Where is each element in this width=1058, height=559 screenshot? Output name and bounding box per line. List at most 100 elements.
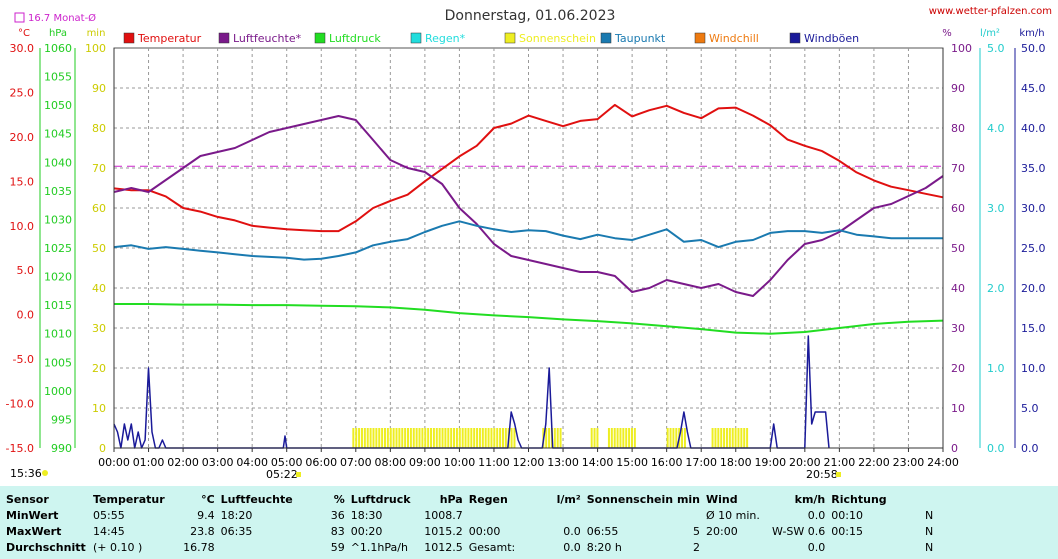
- x-tick-label: 21:00: [824, 456, 856, 469]
- sunshine-bar: [386, 428, 389, 448]
- sunshine-bar: [415, 428, 418, 448]
- sunset-label: 20:58: [806, 468, 838, 481]
- temp-tick-label: -10.0: [6, 398, 34, 411]
- x-tick-label: 10:00: [444, 456, 476, 469]
- percent-tick-label: 70: [951, 162, 965, 175]
- sunshine-bar: [493, 428, 496, 448]
- temp-tick-label: -15.0: [6, 442, 34, 455]
- sunshine-bar: [464, 428, 467, 448]
- x-tick-label: 20:00: [789, 456, 821, 469]
- sunshine-bar: [389, 428, 392, 448]
- stats-header-row: Sensor Temperatur °C Luftfeuchte % Luftd…: [6, 491, 933, 507]
- rain-tick-label: 4.0: [987, 122, 1005, 135]
- chart-grid: [113, 47, 944, 449]
- stats-hum-value: 36: [330, 508, 345, 522]
- stats-press-value: 1015.2: [424, 524, 463, 538]
- stats-header-hum-unit: %: [333, 492, 345, 506]
- sunshine-bar: [734, 428, 737, 448]
- sunshine-bar: [746, 428, 749, 448]
- stats-dir-time: [825, 539, 905, 555]
- stats-header-press-unit: hPa: [439, 492, 463, 506]
- sunshine-bar: [666, 428, 669, 448]
- sunshine-bar: [496, 428, 499, 448]
- pressure-tick-label: 1010: [44, 328, 72, 341]
- sunshine-bar: [548, 428, 551, 448]
- sunshine-bar: [672, 428, 675, 448]
- sunshine-bar: [669, 428, 672, 448]
- sunshine-bar: [453, 428, 456, 448]
- pressure-tick-label: 1030: [44, 213, 72, 226]
- sunshine-bar: [401, 428, 404, 448]
- stats-row-label: Durchschnitt: [6, 540, 86, 554]
- minutes-tick-label: 50: [92, 242, 106, 255]
- legend-label: Luftdruck: [329, 32, 381, 45]
- percent-tick-label: 20: [951, 362, 965, 375]
- pressure-tick-label: 1025: [44, 242, 72, 255]
- x-tick-label: 13:00: [547, 456, 579, 469]
- stats-hum-time: 06:35: [220, 524, 253, 538]
- sunshine-bar: [427, 428, 430, 448]
- sunshine-bar: [409, 428, 412, 448]
- legend-label: Regen*: [425, 32, 466, 45]
- stats-sun-value: [651, 507, 700, 523]
- sunshine-bar: [363, 428, 366, 448]
- stats-rain-value: [531, 507, 581, 523]
- monthly-avg-label: 16.7 Monat-Ø: [28, 12, 96, 24]
- stats-press-time: ^1.1hPa/h: [350, 540, 408, 554]
- stats-header-wind: Wind: [706, 492, 738, 506]
- x-tick-label: 01:00: [133, 456, 165, 469]
- sunshine-bar: [366, 428, 369, 448]
- legend-label: Taupunkt: [614, 32, 666, 45]
- percent-tick-label: 60: [951, 202, 965, 215]
- stats-rain-time: Gesamt:: [468, 540, 516, 554]
- minutes-tick-label: 0: [99, 442, 106, 455]
- sun-icon: [42, 470, 48, 476]
- pressure-tick-label: 1045: [44, 128, 72, 141]
- sunshine-bar: [628, 428, 631, 448]
- series-line-luftdruck: [114, 303, 944, 335]
- stats-row-label: MaxWert: [6, 524, 62, 538]
- x-tick-label: 07:00: [340, 456, 372, 469]
- wind-tick-label: 0.0: [1021, 442, 1039, 455]
- legend-label: Luftfeuchte*: [233, 32, 302, 45]
- pressure-tick-label: 1015: [44, 299, 72, 312]
- site-link[interactable]: www.wetter-pfalzen.com: [929, 6, 1052, 17]
- sunshine-bar: [714, 428, 717, 448]
- stats-header-wind-unit: km/h: [794, 492, 826, 506]
- sunshine-bar: [610, 428, 613, 448]
- rain-tick-label: 3.0: [987, 202, 1005, 215]
- sunshine-bar: [717, 428, 720, 448]
- wind-tick-label: 20.0: [1021, 282, 1046, 295]
- rain-tick-label: 5.0: [987, 42, 1005, 55]
- sunshine-bar: [395, 428, 398, 448]
- x-tick-label: 02:00: [167, 456, 199, 469]
- sunshine-bar: [501, 428, 504, 448]
- stats-press-time: 00:20: [350, 524, 383, 538]
- x-tick-label: 04:00: [236, 456, 268, 469]
- legend-swatch: [410, 32, 422, 44]
- percent-tick-label: 10: [951, 402, 965, 415]
- x-tick-label: 23:00: [893, 456, 925, 469]
- legend-swatch: [314, 32, 326, 44]
- minutes-tick-label: 90: [92, 82, 106, 95]
- stats-wind-value: W-SW 0.6: [772, 524, 826, 538]
- sunshine-bar: [421, 428, 424, 448]
- temp-tick-label: 15.0: [10, 175, 35, 188]
- now-time-label: 15:36: [10, 467, 42, 480]
- sunrise-icon: [296, 472, 301, 477]
- series-line-taupunkt: [113, 220, 943, 261]
- percent-tick-label: 50: [951, 242, 965, 255]
- sunshine-bar: [559, 428, 562, 448]
- pressure-tick-label: 1055: [44, 71, 72, 84]
- temp-tick-label: 0.0: [17, 309, 35, 322]
- temp-tick-label: 25.0: [10, 86, 35, 99]
- x-tick-label: 14:00: [582, 456, 614, 469]
- sunshine-bar: [630, 428, 633, 448]
- legend-swatch: [600, 32, 612, 44]
- sunshine-bar: [438, 428, 441, 448]
- wind-tick-label: 10.0: [1021, 362, 1046, 375]
- stats-press-time: 18:30: [350, 508, 383, 522]
- sunshine-bar: [432, 428, 435, 448]
- percent-tick-label: 30: [951, 322, 965, 335]
- sunset-icon: [836, 472, 841, 477]
